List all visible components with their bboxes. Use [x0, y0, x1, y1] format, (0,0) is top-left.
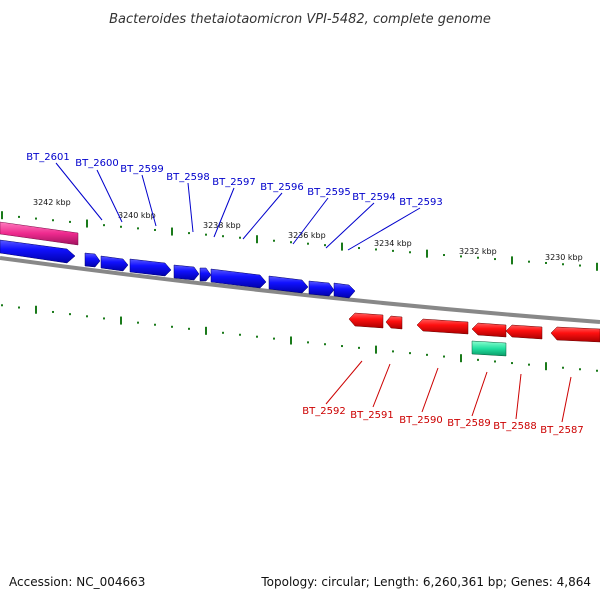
forward-strand-genes	[0, 221, 356, 299]
gene-label-BT_2590[interactable]: BT_2590	[399, 415, 442, 426]
reverse-label-leaders	[325, 360, 572, 423]
kbp-label: 3236 kbp	[288, 231, 326, 240]
genome-summary-text: Topology: circular; Length: 6,260,361 bp…	[260, 575, 591, 589]
kbp-label: 3232 kbp	[459, 247, 497, 256]
gene-arrow[interactable]	[129, 258, 172, 277]
map-title: Bacteroides thetaiotaomicron VPI-5482, c…	[109, 12, 491, 27]
gene-label-BT_2600[interactable]: BT_2600	[75, 158, 118, 169]
genome-backbone	[0, 256, 600, 324]
gene-arrow[interactable]	[348, 312, 384, 329]
gene-arrow[interactable]	[210, 268, 267, 289]
gene-label-BT_2593[interactable]: BT_2593	[399, 197, 442, 208]
gene-label-BT_2591[interactable]: BT_2591	[350, 410, 393, 421]
gene-label-BT_2594[interactable]: BT_2594	[352, 192, 395, 203]
gene-arrow[interactable]	[199, 267, 212, 282]
forward-label-leaders	[55, 162, 421, 251]
gene-arrow[interactable]	[471, 322, 507, 338]
gene-arrow[interactable]	[173, 264, 200, 281]
tick-row-reverse	[1, 304, 598, 372]
gene-label-BT_2595[interactable]: BT_2595	[307, 187, 350, 198]
gene-arrow[interactable]	[100, 255, 129, 272]
gene-label-BT_2599[interactable]: BT_2599	[120, 164, 163, 175]
kbp-label: 3234 kbp	[374, 239, 412, 248]
gene-label-BT_2592[interactable]: BT_2592	[302, 406, 345, 417]
gene-label-BT_2597[interactable]: BT_2597	[212, 177, 255, 188]
gene-arrow[interactable]	[550, 326, 600, 343]
kbp-label: 3242 kbp	[33, 198, 71, 207]
gene-label-BT_2588[interactable]: BT_2588	[493, 421, 536, 432]
forward-gene-labels: BT_2601 BT_2600 BT_2599 BT_2598 BT_2597 …	[26, 152, 442, 208]
gene-arrow[interactable]	[505, 324, 543, 340]
gene-arrow[interactable]	[308, 280, 335, 297]
gene-arrow-highlight[interactable]	[471, 340, 507, 357]
kbp-label: 3240 kbp	[118, 211, 156, 220]
gene-label-BT_2598[interactable]: BT_2598	[166, 172, 209, 183]
reverse-gene-labels: BT_2592 BT_2591 BT_2590 BT_2589 BT_2588 …	[302, 406, 583, 436]
reverse-strand-genes	[348, 312, 600, 357]
kbp-label: 3238 kbp	[203, 221, 241, 230]
gene-arrow[interactable]	[0, 239, 76, 264]
gene-arrow[interactable]	[333, 282, 356, 299]
gene-arrow[interactable]	[385, 315, 403, 330]
gene-arrow-highlight[interactable]	[0, 221, 79, 246]
gene-label-BT_2601[interactable]: BT_2601	[26, 152, 69, 163]
gene-label-BT_2587[interactable]: BT_2587	[540, 425, 583, 436]
gene-arrow[interactable]	[416, 318, 469, 335]
gene-label-BT_2589[interactable]: BT_2589	[447, 418, 490, 429]
gene-arrow[interactable]	[84, 252, 101, 268]
kbp-label: 3230 kbp	[545, 253, 583, 262]
gene-arrow[interactable]	[268, 275, 309, 294]
accession-text: Accession: NC_004663	[9, 575, 145, 589]
gene-label-BT_2596[interactable]: BT_2596	[260, 182, 303, 193]
kbp-scale: 3242 kbp 3240 kbp 3238 kbp 3236 kbp 3234…	[33, 198, 583, 262]
tick-row-forward	[1, 211, 598, 271]
